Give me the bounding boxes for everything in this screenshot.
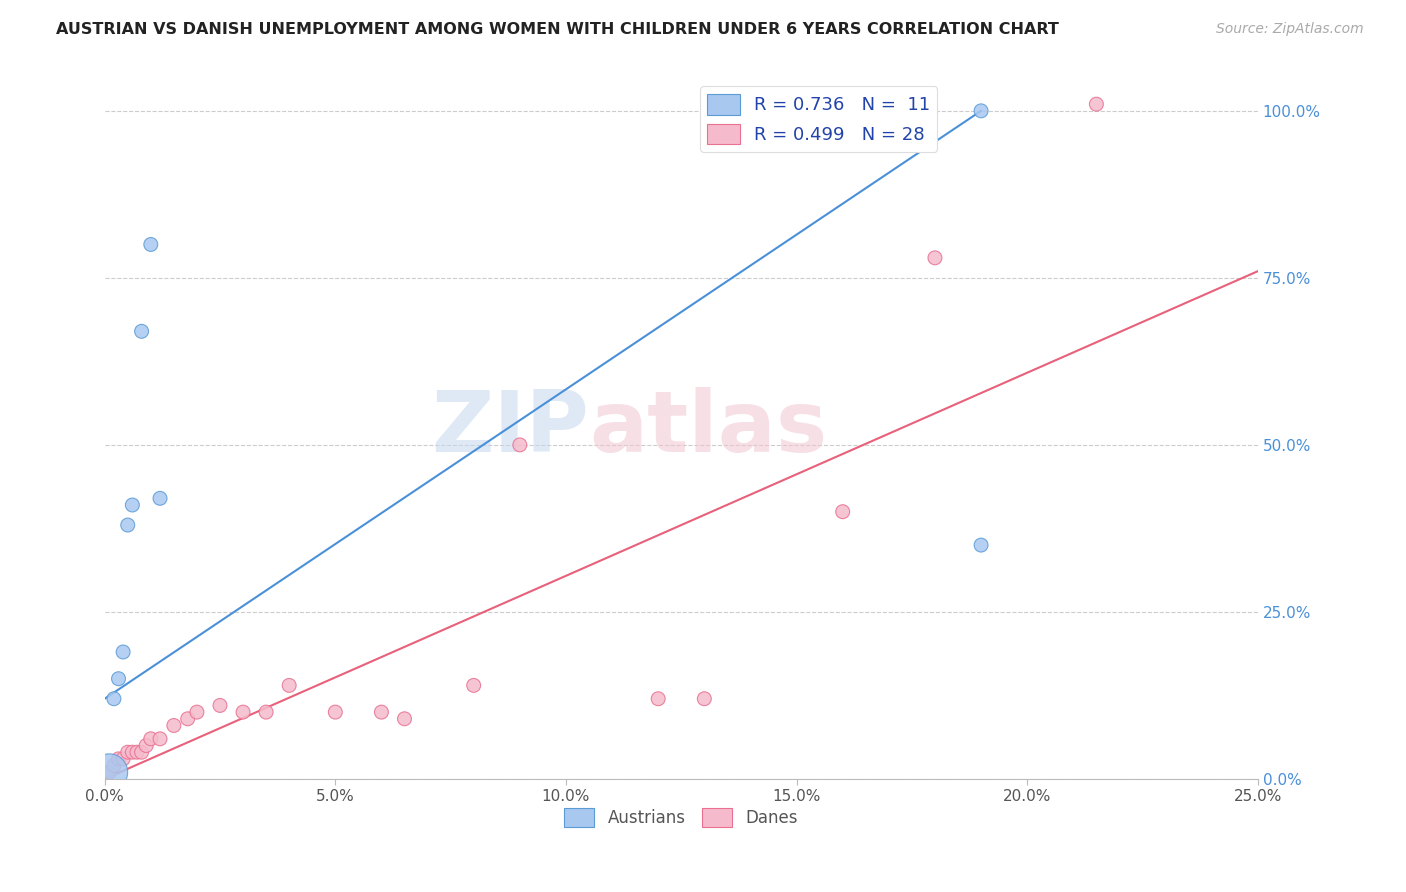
Point (370, 705, 392, 719)
Text: AUSTRIAN VS DANISH UNEMPLOYMENT AMONG WOMEN WITH CHILDREN UNDER 6 YEARS CORRELAT: AUSTRIAN VS DANISH UNEMPLOYMENT AMONG WO… (56, 22, 1059, 37)
Point (647, 691, 669, 706)
Point (117, 518, 139, 533)
Point (278, 678, 301, 692)
Point (163, 718, 186, 732)
Point (693, 691, 716, 706)
Text: atlas: atlas (589, 386, 827, 470)
Point (970, 538, 993, 552)
Point (98, 765, 121, 780)
Point (121, 498, 143, 512)
Point (139, 237, 162, 252)
Point (98, 765, 121, 780)
Point (208, 698, 231, 713)
Point (254, 705, 277, 719)
Point (103, 758, 125, 772)
Point (394, 712, 416, 726)
Point (135, 739, 157, 753)
Point (323, 705, 346, 719)
Point (463, 678, 485, 692)
Point (131, 324, 153, 338)
Point (125, 745, 148, 759)
Point (107, 752, 129, 766)
Point (970, 103, 993, 118)
Point (112, 752, 135, 766)
Point (1085, 97, 1108, 112)
Text: Source: ZipAtlas.com: Source: ZipAtlas.com (1216, 22, 1364, 37)
Point (131, 745, 153, 759)
Point (112, 645, 135, 659)
Point (103, 691, 125, 706)
Point (139, 731, 162, 746)
Point (149, 491, 172, 506)
Point (924, 251, 946, 265)
Text: ZIP: ZIP (432, 386, 589, 470)
Point (509, 438, 531, 452)
Point (186, 705, 208, 719)
Point (121, 745, 143, 759)
Point (177, 712, 200, 726)
Point (232, 705, 254, 719)
Point (117, 745, 139, 759)
Point (107, 672, 129, 686)
Point (831, 505, 853, 519)
Point (149, 731, 172, 746)
Legend: Austrians, Danes: Austrians, Danes (558, 801, 804, 834)
